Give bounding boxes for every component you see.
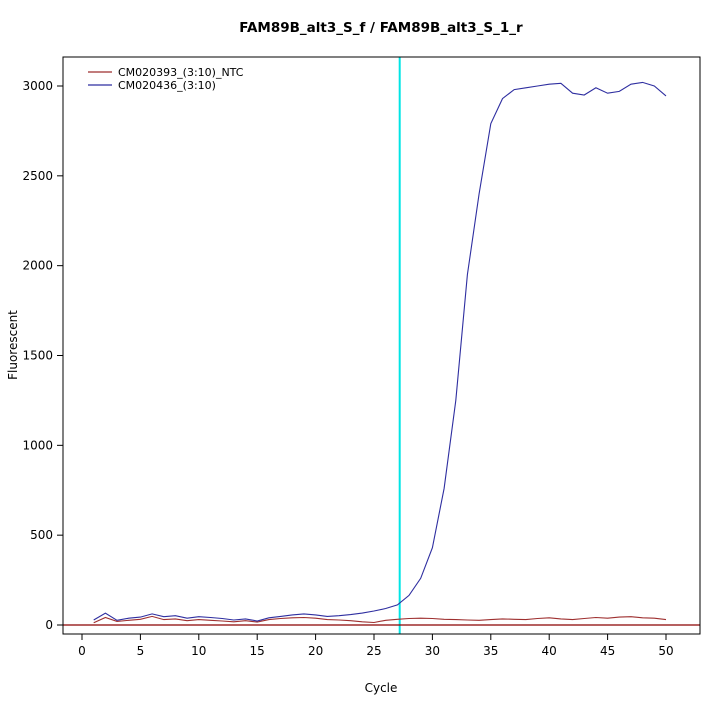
- x-tick-label: 20: [308, 644, 323, 658]
- x-tick-label: 5: [137, 644, 145, 658]
- y-tick-label: 1000: [22, 438, 53, 452]
- y-tick-label: 2500: [22, 169, 53, 183]
- legend-label-1: CM020436_(3:10): [118, 79, 216, 92]
- x-tick-label: 40: [542, 644, 557, 658]
- series-line-1: [93, 81, 667, 622]
- plot-border: [62, 56, 701, 635]
- y-tick-label: 2000: [22, 259, 53, 273]
- y-tick-label: 0: [45, 618, 53, 632]
- y-axis-label: Fluorescent: [6, 310, 20, 380]
- x-tick-label: 15: [250, 644, 265, 658]
- chart-title: FAM89B_alt3_S_f / FAM89B_alt3_S_1_r: [239, 20, 523, 36]
- x-tick-label: 30: [425, 644, 440, 658]
- x-axis-label: Cycle: [365, 681, 398, 695]
- x-tick-label: 45: [600, 644, 615, 658]
- x-tick-label: 50: [658, 644, 673, 658]
- series-lines-layer: [63, 57, 700, 634]
- legend-label-0: CM020393_(3:10)_NTC: [118, 66, 244, 79]
- y-tick-label: 500: [30, 528, 53, 542]
- axes-layer: 0 5 10 15 20 25 30 35 40 45 5005001000150020002500…: [22, 56, 701, 658]
- x-tick-label: 35: [483, 644, 498, 658]
- series-line-0: [93, 615, 667, 624]
- x-tick-label: 25: [366, 644, 381, 658]
- x-tick-label: 10: [191, 644, 206, 658]
- y-tick-label: 3000: [22, 79, 53, 93]
- y-tick-label: 1500: [22, 349, 53, 363]
- x-tick-label: 0: [78, 644, 86, 658]
